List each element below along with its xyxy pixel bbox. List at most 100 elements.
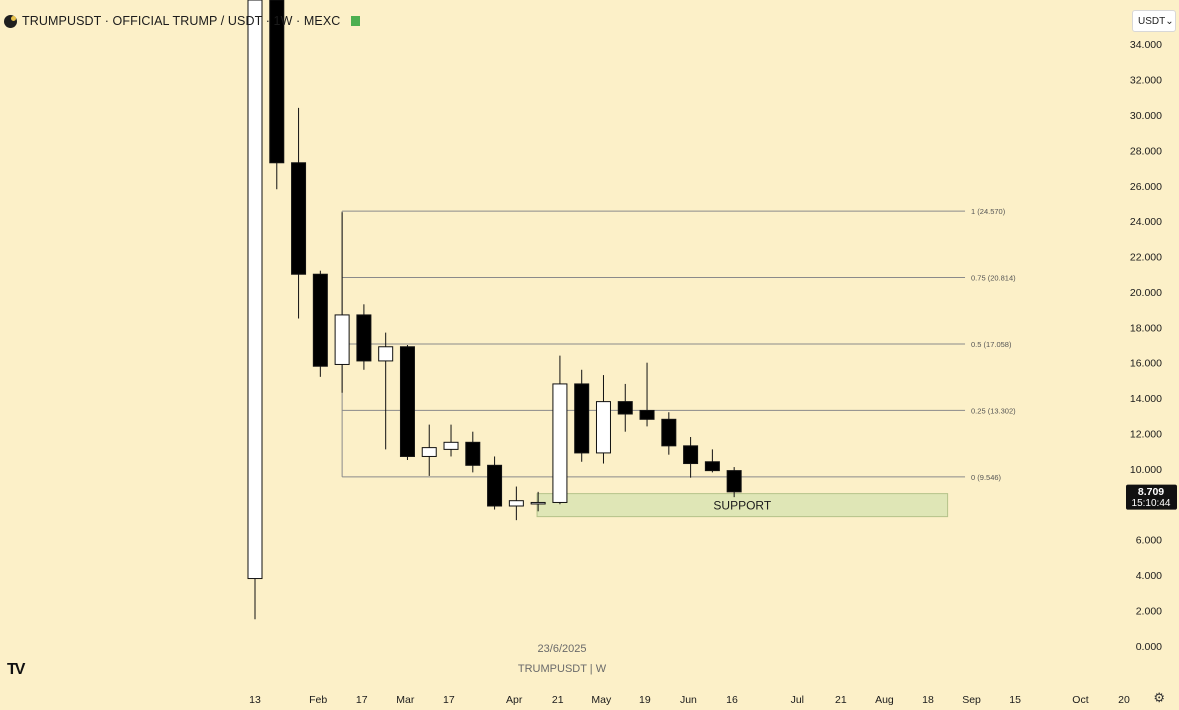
candle-body <box>574 383 590 454</box>
candle-body <box>508 500 524 507</box>
candle <box>378 332 394 450</box>
fib-level-label: 1 (24.570) <box>971 207 1006 216</box>
candle <box>247 0 263 620</box>
watermark-symbol: TRUMPUSDT | W <box>518 663 607 675</box>
time-tick-label: 21 <box>552 694 564 706</box>
candle <box>508 486 524 521</box>
price-tick-label: 20.000 <box>1130 287 1162 299</box>
time-tick-label: Jun <box>680 694 697 706</box>
price-tick-label: 16.000 <box>1130 358 1162 370</box>
candle <box>312 270 328 377</box>
candle <box>530 491 546 512</box>
price-tick-label: 26.000 <box>1130 181 1162 193</box>
time-tick-label: 20 <box>1118 694 1130 706</box>
time-tick-label: Mar <box>396 694 415 706</box>
time-tick-label: Apr <box>506 694 523 706</box>
candle-body <box>334 314 350 365</box>
time-tick-label: May <box>591 694 612 706</box>
last-price-badge <box>1126 484 1177 510</box>
flag-icon[interactable] <box>351 16 361 26</box>
time-tick-label: 19 <box>639 694 651 706</box>
fibonacci-retracement: 1 (24.570) 0.75 (20.814) 0.5 (17.058) 0.25 … <box>341 207 1016 482</box>
time-tick-label: Jul <box>791 694 804 706</box>
candle-body <box>683 445 699 465</box>
candle-body <box>530 501 546 505</box>
candle <box>269 0 285 190</box>
price-tick-label: 4.000 <box>1136 570 1162 582</box>
settings-gear-icon[interactable]: ⚙ <box>1153 690 1165 705</box>
candle <box>334 212 350 393</box>
candle <box>661 412 677 455</box>
price-tick-label: 12.000 <box>1130 428 1162 440</box>
fib-level-label: 0.75 (20.814) <box>971 274 1016 283</box>
time-tick-label: 17 <box>356 694 368 706</box>
price-tick-label: 2.000 <box>1136 605 1162 617</box>
price-tick-label: 10.000 <box>1130 464 1162 476</box>
time-axis: 13 Feb 17 Mar 17 Apr 21 May 19 Jun 16 Jul 21 Aug 18 Sep… <box>249 694 1130 706</box>
candle <box>356 304 372 370</box>
time-tick-label: Aug <box>875 694 894 706</box>
last-price-value: 8.709 <box>1138 486 1164 498</box>
candle <box>399 345 415 460</box>
candle <box>639 362 655 427</box>
candle-body <box>443 441 459 450</box>
time-tick-label: 15 <box>1009 694 1021 706</box>
currency-selector[interactable]: USDT ⌄ <box>1132 10 1176 32</box>
price-tick-label: 22.000 <box>1130 252 1162 264</box>
time-tick-label: 21 <box>835 694 847 706</box>
candle-body <box>421 447 437 457</box>
tradingview-logo-icon[interactable]: TV <box>7 661 26 678</box>
support-zone: SUPPORT <box>536 493 949 518</box>
price-axis: 0.0002.0004.0006.0008.00010.00012.00014.… <box>1130 39 1162 653</box>
price-tick-label: 0.000 <box>1136 641 1162 653</box>
chevron-down-icon: ⌄ <box>1165 15 1174 27</box>
support-label: SUPPORT <box>713 499 771 513</box>
candle-body <box>595 401 611 454</box>
candle <box>487 456 503 510</box>
watermark: 23/6/2025 TRUMPUSDT | W <box>518 643 607 675</box>
candle-body <box>247 0 263 580</box>
time-tick-label: Sep <box>962 694 981 706</box>
currency-value: USDT <box>1138 15 1166 27</box>
candles <box>247 0 742 620</box>
candle <box>595 375 611 464</box>
candle-body <box>726 470 742 493</box>
candle-body <box>661 418 677 447</box>
price-tick-label: 24.000 <box>1130 216 1162 228</box>
candle-body <box>356 314 372 362</box>
candle-body <box>617 401 633 415</box>
candle-body <box>378 346 394 362</box>
time-tick-label: 16 <box>726 694 738 706</box>
time-tick-label: 13 <box>249 694 261 706</box>
support-zone-rect <box>536 493 949 518</box>
watermark-date: 23/6/2025 <box>538 643 587 655</box>
price-tick-label: 18.000 <box>1130 322 1162 334</box>
candle-body <box>465 441 481 466</box>
time-tick-label: 17 <box>443 694 455 706</box>
candle-body <box>704 461 720 472</box>
candle <box>421 424 437 476</box>
candle <box>291 107 307 319</box>
fib-level-label: 0 (9.546) <box>971 473 1002 482</box>
candle <box>465 431 481 473</box>
price-tick-label: 32.000 <box>1130 75 1162 87</box>
fib-level-label: 0.5 (17.058) <box>971 340 1012 349</box>
fib-level-label: 0.25 (13.302) <box>971 406 1016 415</box>
price-tick-label: 30.000 <box>1130 110 1162 122</box>
candle-body <box>291 162 307 275</box>
price-tick-label: 34.000 <box>1130 39 1162 51</box>
time-tick-label: Feb <box>309 694 327 706</box>
price-tick-label: 14.000 <box>1130 393 1162 405</box>
candle <box>443 424 459 457</box>
time-tick-label: Oct <box>1072 694 1088 706</box>
time-tick-label: 18 <box>922 694 934 706</box>
candle-body <box>269 0 285 164</box>
candle <box>726 467 742 498</box>
candle <box>617 383 633 432</box>
symbol-logo-icon <box>4 14 17 28</box>
candle <box>552 355 568 505</box>
candle-body <box>312 273 328 367</box>
price-tick-label: 28.000 <box>1130 145 1162 157</box>
